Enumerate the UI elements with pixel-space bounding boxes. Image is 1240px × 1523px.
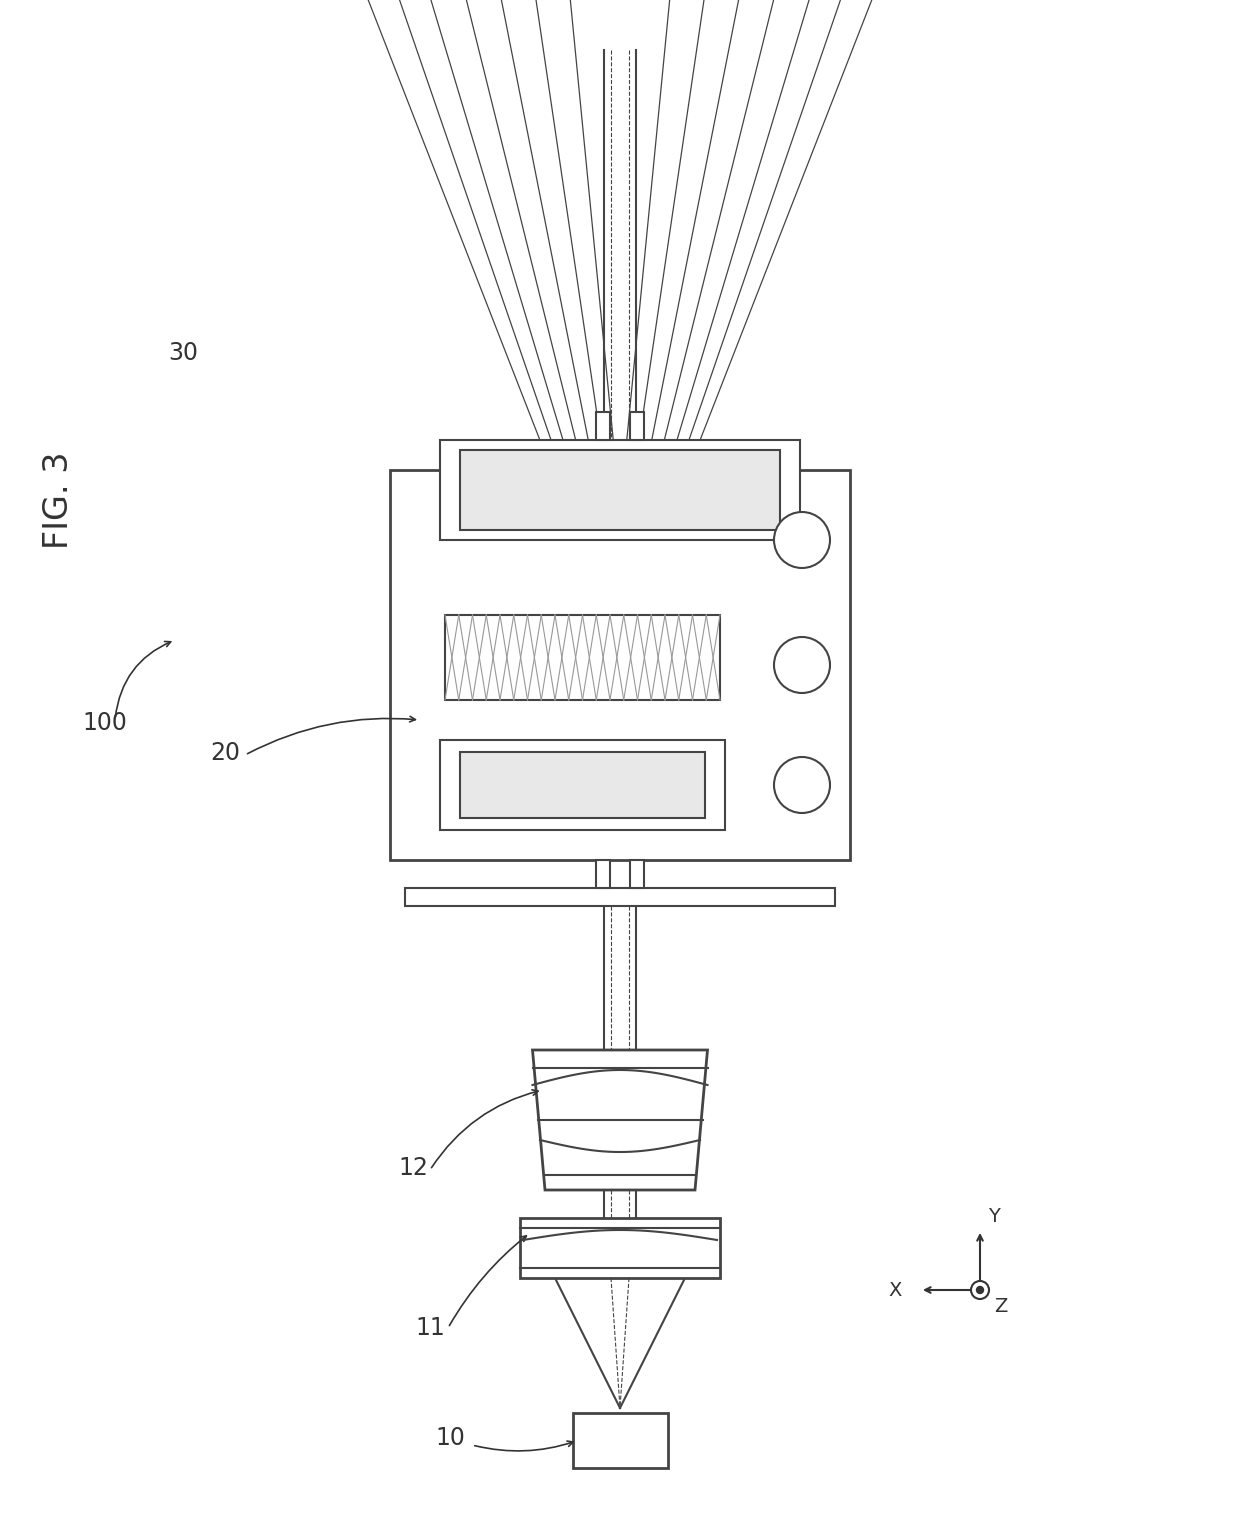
Text: 10: 10	[435, 1426, 465, 1450]
Text: Y: Y	[988, 1208, 999, 1226]
Bar	[630, 413, 644, 440]
Circle shape	[977, 1287, 983, 1293]
Bar	[460, 449, 780, 530]
Text: 30: 30	[167, 341, 198, 366]
Bar	[405, 888, 835, 906]
Bar	[391, 471, 849, 860]
Bar	[440, 440, 800, 541]
Bar	[520, 1218, 720, 1278]
Bar	[460, 752, 706, 818]
Circle shape	[774, 757, 830, 813]
Circle shape	[774, 637, 830, 693]
Bar	[596, 413, 610, 440]
Bar	[445, 615, 720, 701]
Text: 12: 12	[398, 1156, 428, 1180]
Text: X: X	[889, 1281, 901, 1301]
Bar	[630, 860, 644, 888]
Text: FIG. 3: FIG. 3	[41, 451, 74, 548]
Circle shape	[774, 512, 830, 568]
Text: 20: 20	[210, 742, 241, 765]
Polygon shape	[532, 1049, 708, 1189]
Text: Z: Z	[994, 1298, 1007, 1316]
Text: 11: 11	[415, 1316, 445, 1340]
Bar	[573, 1413, 667, 1468]
Bar	[596, 860, 610, 888]
Bar	[440, 740, 725, 830]
Circle shape	[971, 1281, 990, 1299]
Text: 100: 100	[82, 711, 126, 736]
